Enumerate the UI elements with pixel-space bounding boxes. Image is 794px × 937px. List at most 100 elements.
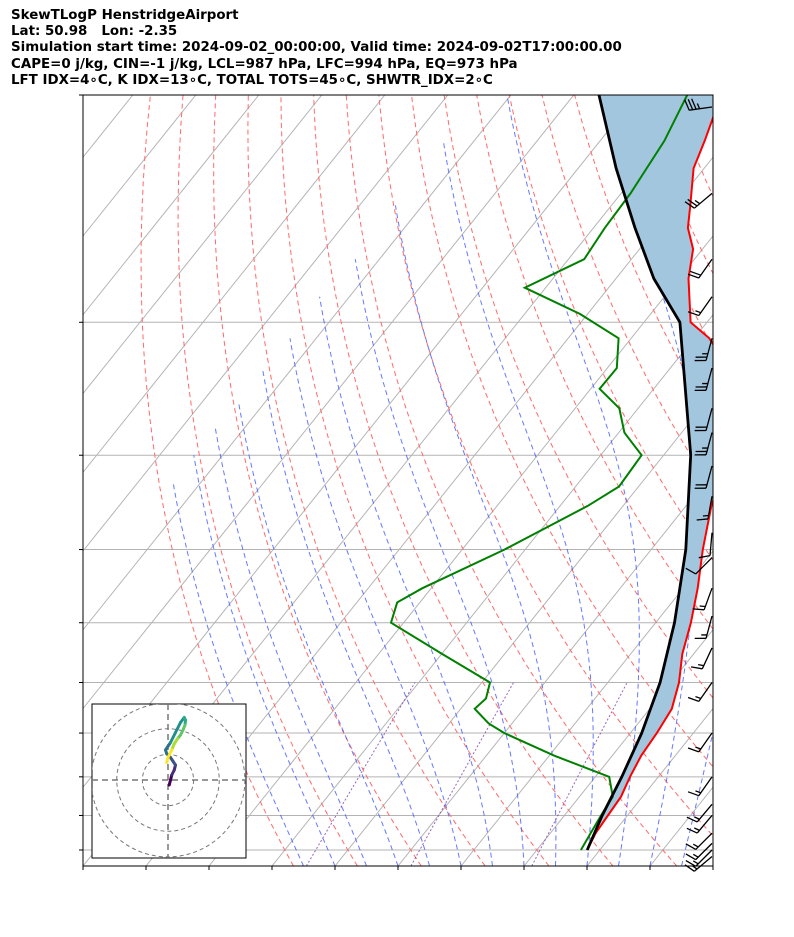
isotherm-gridline — [712, 865, 713, 866]
wind-barb-half-flag — [694, 199, 701, 205]
wind-barb-half-flag — [694, 816, 700, 820]
wind-barb-staff — [701, 647, 713, 670]
wind-barb-staff — [698, 732, 713, 753]
wind-barb-staff — [698, 258, 713, 279]
isotherm-gridline — [397, 471, 713, 866]
wind-barb-flag — [687, 198, 698, 207]
dry-adiabat — [704, 95, 713, 117]
wind-barb — [694, 615, 713, 640]
moist-adiabat — [193, 455, 336, 866]
wind-barb-flag — [687, 747, 700, 753]
wind-barb-staff — [698, 776, 713, 797]
wind-barb-half-flag — [692, 843, 699, 848]
wind-barb-flag — [696, 518, 709, 521]
wind-barb-half-flag — [695, 746, 702, 750]
moist-adiabat — [319, 296, 493, 866]
isotherm-gridline — [83, 95, 386, 474]
wind-barb-staff — [705, 367, 713, 391]
wind-barb-staff — [693, 855, 713, 872]
moist-adiabat — [214, 426, 367, 866]
wind-barb-flag — [684, 99, 690, 111]
isotherm-gridline — [83, 95, 575, 710]
wind-barb — [694, 408, 713, 432]
dry-adiabat — [738, 95, 794, 866]
wind-barb — [684, 98, 713, 111]
parcel-path-line — [585, 95, 693, 851]
sounding-profiles — [389, 95, 713, 851]
wind-barb — [687, 776, 713, 797]
dry-adiabat — [411, 95, 713, 768]
wind-barb — [694, 367, 713, 392]
wind-barb-flag — [692, 608, 705, 611]
wind-barbs — [684, 98, 713, 872]
wind-barb — [694, 338, 713, 362]
wind-barb — [685, 842, 713, 861]
wind-barb-staff — [709, 532, 713, 556]
hodograph-inset — [91, 703, 247, 859]
wind-barb-flag — [686, 827, 698, 834]
temperature-line — [586, 114, 713, 851]
isotherm-gridline — [0, 95, 70, 866]
wind-barb — [686, 803, 713, 823]
wind-barb-staff — [705, 432, 713, 455]
wind-barb — [686, 815, 713, 834]
wind-barb-flag — [687, 696, 700, 702]
isotherm-gridline — [83, 95, 449, 552]
wind-barb — [698, 532, 713, 559]
hodograph-segment — [164, 741, 172, 752]
isotherm-gridline — [271, 313, 713, 866]
wind-barb-half-flag — [702, 514, 709, 517]
dewpoint-line — [389, 95, 689, 851]
dry-adiabat — [213, 95, 422, 866]
wind-barb-staff — [707, 496, 713, 520]
moist-adiabat — [261, 368, 430, 866]
wind-barb-half-flag — [692, 860, 699, 865]
hodograph-segment — [165, 756, 170, 764]
wind-barb-half-flag — [695, 695, 702, 700]
dry-adiabat — [177, 95, 358, 866]
dry-adiabat — [378, 95, 713, 837]
wind-barb-staff — [705, 615, 713, 639]
chart-title-block: SkewTLogP HenstridgeAirport Lat: 50.98 L… — [11, 8, 622, 89]
wind-barb-half-flag — [692, 853, 699, 858]
wind-barb-flag — [684, 864, 695, 872]
moist-adiabat — [289, 338, 462, 866]
isotherm-gridline — [586, 707, 713, 866]
dry-adiabat — [313, 95, 614, 866]
dry-adiabat — [345, 95, 678, 866]
dry-adiabat — [508, 95, 713, 561]
dry-adiabat — [140, 95, 294, 866]
wind-barb-staff — [698, 682, 713, 702]
moist-adiabat — [238, 401, 399, 866]
wind-barb — [692, 587, 713, 611]
moist-adiabat — [172, 481, 304, 866]
hodograph-segment — [174, 721, 182, 734]
wind-barb-staff — [695, 849, 713, 867]
moist-adiabat — [394, 205, 557, 866]
wind-barb-staff — [698, 296, 713, 316]
axes — [79, 94, 714, 870]
title-indices-2: LFT IDX=4∘C, K IDX=13∘C, TOTAL TOTS=45∘C… — [11, 72, 493, 88]
wind-barb — [687, 682, 713, 702]
title-indices-1: CAPE=0 j/kg, CIN=-1 j/kg, LCL=987 hPa, L… — [11, 56, 518, 72]
moist-adiabat — [442, 140, 594, 866]
moist-adiabat — [506, 95, 640, 866]
moist-adiabat — [354, 259, 525, 866]
wind-barb-flag — [686, 816, 698, 823]
dry-adiabat — [443, 95, 713, 699]
wind-barb-flag — [685, 567, 697, 575]
wind-barb — [684, 192, 713, 209]
wind-barb-half-flag — [695, 310, 702, 314]
wind-barb-staff — [689, 106, 713, 111]
wind-barb-staff — [695, 832, 713, 850]
wind-barb-half-flag — [694, 827, 700, 831]
wind-barb — [685, 832, 713, 851]
wind-barb-flag — [685, 853, 697, 861]
wind-barb-staff — [705, 408, 713, 431]
wind-barb-flag — [685, 860, 697, 867]
wind-barb — [694, 432, 713, 456]
wind-barb-staff — [695, 557, 713, 575]
isotherm-gridline — [83, 95, 197, 237]
wind-barb-flag — [687, 98, 694, 110]
wind-barb — [687, 258, 713, 279]
